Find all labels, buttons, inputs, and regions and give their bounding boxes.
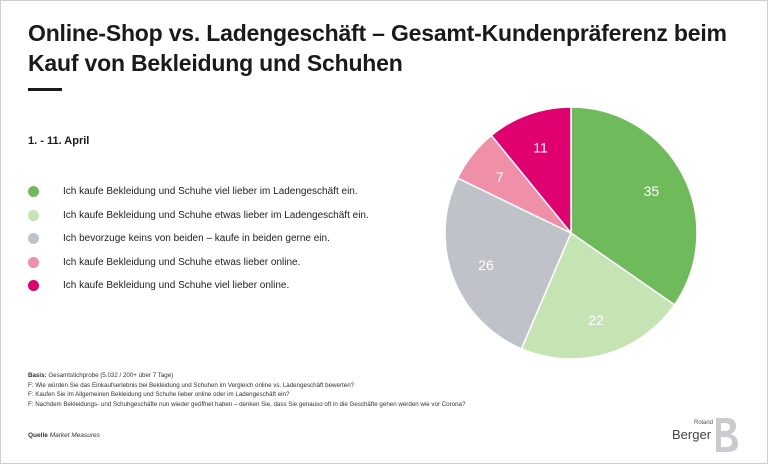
basis-text: Gesamtstichprobe (5.032 / 200+ über 7 Ta… [48, 372, 174, 379]
legend-dot [28, 209, 39, 221]
slice-value-label: 26 [478, 257, 494, 273]
slice-value-label: 7 [496, 169, 504, 185]
pie-slice [444, 177, 572, 350]
legend: Ich kaufe Bekleidung und Schuhe viel lie… [28, 180, 369, 298]
legend-dot [28, 186, 39, 198]
legend-item: Ich bevorzuge keins von beiden – kaufe i… [28, 227, 369, 251]
footnotes: Basis: Gesamtstichprobe (5.032 / 200+ üb… [28, 371, 465, 409]
legend-dot [28, 256, 39, 268]
legend-label: Ich kaufe Bekleidung und Schuhe viel lie… [63, 186, 358, 198]
legend-label: Ich bevorzuge keins von beiden – kaufe i… [63, 233, 330, 245]
legend-item: Ich kaufe Bekleidung und Schuhe etwas li… [28, 251, 369, 275]
question-2: F: Kaufen Sie im Allgemeinen Bekleidung … [28, 391, 290, 399]
question-3: F: Nachdem Bekleidungs- und Schuhgeschäf… [28, 400, 466, 408]
logo-berger-text: Berger [672, 427, 712, 442]
period-label: 1. - 11. April [28, 135, 90, 147]
basis-label: Basis: [28, 372, 47, 379]
roland-berger-logo: Roland Berger [672, 416, 742, 454]
legend-item: Ich kaufe Bekleidung und Schuhe etwas li… [28, 204, 369, 228]
slice-value-label: 11 [533, 140, 548, 156]
title-underline [28, 88, 62, 91]
legend-label: Ich kaufe Bekleidung und Schuhe viel lie… [63, 280, 290, 292]
question-1: F: Wie würden Sie das Einkaufserlebnis b… [28, 381, 355, 389]
slice-value-label: 35 [644, 183, 660, 199]
legend-label: Ich kaufe Bekleidung und Schuhe etwas li… [63, 256, 301, 268]
slice-value-label: 22 [588, 312, 604, 328]
pie-slice [570, 106, 698, 306]
legend-item: Ich kaufe Bekleidung und Schuhe viel lie… [28, 274, 369, 298]
source-label: Quelle [28, 432, 48, 439]
legend-dot [28, 280, 39, 292]
logo-b-icon [716, 418, 738, 452]
pie-slice [490, 106, 572, 236]
legend-dot [28, 233, 39, 245]
source-note: Quelle Market Measures [28, 432, 100, 439]
chart-title: Online-Shop vs. Ladengeschäft – Gesamt-K… [28, 20, 727, 76]
logo-roland-text: Roland [694, 420, 714, 426]
legend-label: Ich kaufe Bekleidung und Schuhe etwas li… [63, 209, 369, 221]
source-text: Market Measures [49, 432, 100, 439]
pie-slice [520, 231, 676, 360]
legend-item: Ich kaufe Bekleidung und Schuhe viel lie… [28, 180, 369, 204]
